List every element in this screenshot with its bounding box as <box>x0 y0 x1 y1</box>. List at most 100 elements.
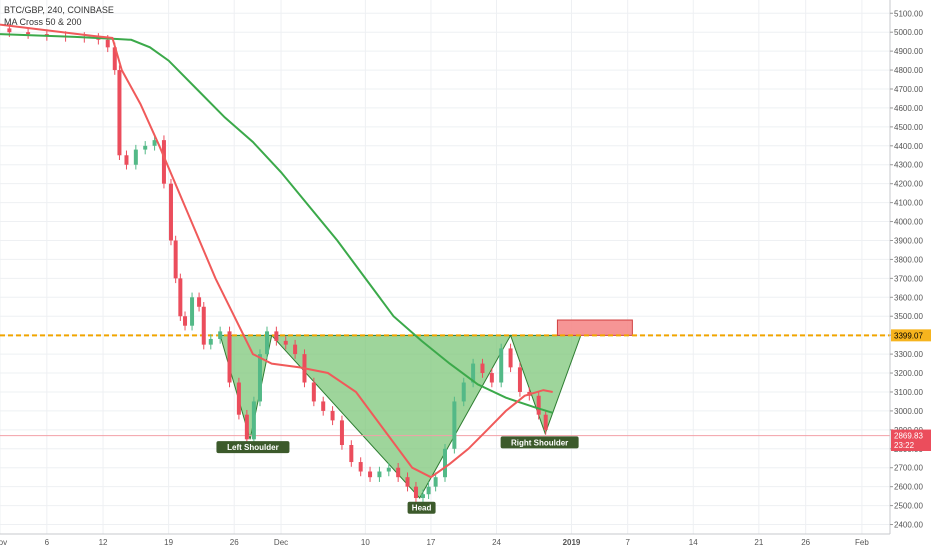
candle-body <box>201 306 206 345</box>
price-tag-bg <box>891 329 931 342</box>
y-tick-label: 5000.00 <box>894 28 923 37</box>
candle-body <box>183 316 188 326</box>
y-tick-label: 4500.00 <box>894 123 923 132</box>
y-tick-label: 3100.00 <box>894 388 923 397</box>
chart-legend: BTC/GBP, 240, COINBASE MA Cross 50 & 200 <box>4 4 114 28</box>
annotation-label-bg <box>500 436 579 449</box>
candle-body <box>26 32 31 35</box>
x-tick-label: 2019 <box>563 538 581 547</box>
annotation-label-bg <box>216 441 290 454</box>
y-tick-label: 4400.00 <box>894 142 923 151</box>
annotation-right-shoulder: Right Shoulder <box>500 436 579 449</box>
y-tick-label: 5100.00 <box>894 9 923 18</box>
candle-body <box>133 149 138 165</box>
candle-body <box>377 471 382 478</box>
candle-body <box>426 486 431 495</box>
candle-body <box>152 140 157 146</box>
x-tick-label: 14 <box>689 538 698 547</box>
candle-body <box>543 414 548 430</box>
candle-body <box>283 340 288 345</box>
price-tag-timer: 23:22 <box>891 439 931 451</box>
candle-body <box>471 363 476 383</box>
candle-body <box>236 382 241 415</box>
candle-body <box>517 367 522 392</box>
y-tick-label: 3600.00 <box>894 293 923 302</box>
candle-body <box>143 145 148 150</box>
x-tick-label: 21 <box>754 538 763 547</box>
candle-body <box>420 494 425 499</box>
candle-body <box>293 344 298 355</box>
price-tag-text: 3399.07 <box>894 331 923 340</box>
candle-body <box>433 477 438 487</box>
x-tick-label: 10 <box>361 538 370 547</box>
y-tick-label: 2600.00 <box>894 483 923 492</box>
ma-200-line <box>0 33 553 414</box>
candle-body <box>396 467 401 478</box>
y-tick-label: 4200.00 <box>894 180 923 189</box>
y-tick-label: 4100.00 <box>894 199 923 208</box>
candle-body <box>413 486 418 499</box>
candle-body <box>244 414 249 440</box>
target-box <box>556 319 633 336</box>
y-tick-label: 3300.00 <box>894 350 923 359</box>
x-tick-label: Feb <box>855 538 869 547</box>
candle-body <box>178 278 183 317</box>
candle-body <box>386 467 391 472</box>
price-tag-text: 23:22 <box>894 441 915 450</box>
pattern-head <box>270 334 512 499</box>
candle-body <box>499 348 504 383</box>
price-tag-bg <box>891 429 931 442</box>
x-tick-label: 12 <box>99 538 108 547</box>
annotation-head: Head <box>407 501 436 514</box>
candle-body <box>536 395 541 415</box>
candle-body <box>168 183 173 241</box>
x-tick-label: 24 <box>492 538 501 547</box>
annotation-text: Right Shoulder <box>511 438 568 447</box>
annotation-text: Left Shoulder <box>227 443 279 452</box>
ma-50-line <box>0 23 553 479</box>
candle-body <box>508 348 513 368</box>
candle-body <box>349 445 354 463</box>
candle-body <box>161 140 166 184</box>
candle-body <box>452 401 457 449</box>
candle-body <box>257 354 262 402</box>
symbol-title: BTC/GBP, 240, COINBASE <box>4 5 114 15</box>
candle-body <box>274 331 279 341</box>
y-tick-label: 4800.00 <box>894 66 923 75</box>
candle-body <box>461 382 466 402</box>
y-tick-label: 4700.00 <box>894 85 923 94</box>
annotation-text: Head <box>412 504 432 513</box>
y-tick-label: 4300.00 <box>894 161 923 170</box>
candle-body <box>112 47 117 71</box>
candle-body <box>311 382 316 402</box>
candle-body <box>117 70 122 156</box>
x-tick-label: Nov <box>0 538 7 547</box>
candle-body <box>218 331 223 339</box>
x-tick-label: 26 <box>230 538 239 547</box>
y-tick-label: 2400.00 <box>894 521 923 530</box>
price-tag-last: 2869.83 <box>891 429 931 442</box>
candle-body <box>227 331 232 383</box>
y-tick-label: 3200.00 <box>894 369 923 378</box>
candle-body <box>443 448 447 478</box>
candle-body <box>489 373 494 383</box>
candle-body <box>368 471 373 478</box>
candle-body <box>330 410 335 421</box>
candle-body <box>190 297 195 326</box>
y-tick-label: 2700.00 <box>894 464 923 473</box>
x-tick-label: 7 <box>625 538 630 547</box>
candle-body <box>265 331 269 355</box>
candle-body <box>197 297 202 307</box>
candle-body <box>339 420 344 445</box>
price-tag-neckline: 3399.07 <box>891 329 931 342</box>
x-tick-label: 19 <box>164 538 173 547</box>
candle-body <box>480 363 485 374</box>
candle-body <box>358 462 363 472</box>
y-tick-label: 2500.00 <box>894 502 923 511</box>
candle-body <box>124 155 129 165</box>
price-tag-bg <box>891 439 931 451</box>
y-tick-label: 4000.00 <box>894 218 923 227</box>
y-tick-label: 4600.00 <box>894 104 923 113</box>
candle-body <box>105 39 110 48</box>
